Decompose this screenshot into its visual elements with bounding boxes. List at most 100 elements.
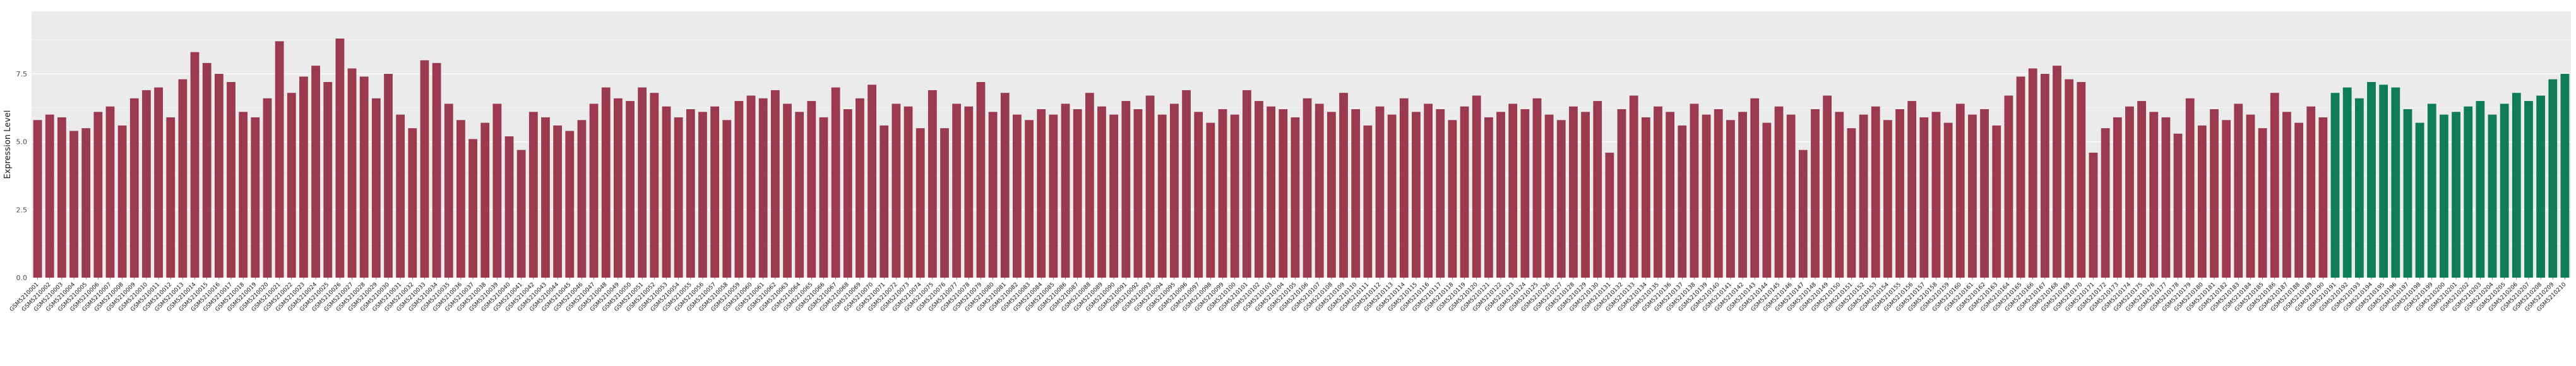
bar xyxy=(1738,112,1747,278)
bar xyxy=(2222,120,2231,278)
bar xyxy=(2270,93,2279,278)
bar xyxy=(2234,103,2243,278)
bar xyxy=(1315,103,1324,278)
bar xyxy=(166,117,176,278)
bar xyxy=(1641,117,1650,278)
bar xyxy=(528,112,538,278)
bar xyxy=(1206,122,1215,278)
bar xyxy=(880,125,889,278)
bar xyxy=(2536,95,2546,278)
bar xyxy=(1907,101,1917,278)
bar xyxy=(1871,106,1880,278)
bar xyxy=(2464,106,2473,278)
bar xyxy=(2560,74,2570,278)
bar xyxy=(2524,101,2533,278)
bar xyxy=(2149,112,2159,278)
bar xyxy=(1895,109,1904,278)
bar xyxy=(868,85,876,278)
bar xyxy=(432,62,441,278)
bar xyxy=(129,98,139,278)
bar xyxy=(1061,103,1070,278)
bar xyxy=(408,128,417,278)
bar xyxy=(1460,106,1469,278)
bar xyxy=(1279,109,1288,278)
bar xyxy=(758,98,768,278)
bar xyxy=(444,103,453,278)
bar xyxy=(492,103,502,278)
bar xyxy=(988,112,998,278)
bar xyxy=(2391,87,2400,278)
bar xyxy=(1339,93,1348,278)
bar xyxy=(1593,101,1602,278)
bar xyxy=(1387,114,1397,278)
bar xyxy=(819,117,828,278)
bar xyxy=(2403,109,2412,278)
bar xyxy=(1883,120,1892,278)
bar xyxy=(2028,68,2037,278)
bar xyxy=(927,90,937,278)
bar xyxy=(190,52,200,278)
y-axis-title: Expression Level xyxy=(3,110,13,179)
bar xyxy=(1943,122,1953,278)
bar xyxy=(1714,109,1723,278)
bar xyxy=(795,112,804,278)
bar xyxy=(1726,120,1735,278)
bar xyxy=(81,128,91,278)
bar xyxy=(33,120,42,278)
bar xyxy=(154,87,163,278)
bar xyxy=(638,87,647,278)
bar xyxy=(371,98,381,278)
bar xyxy=(614,98,623,278)
bar xyxy=(686,109,695,278)
bar xyxy=(1520,109,1530,278)
bar xyxy=(1835,112,1844,278)
y-tick-label: 0.0 xyxy=(16,274,28,282)
bar xyxy=(2089,152,2098,278)
bar xyxy=(57,117,66,278)
bar xyxy=(746,95,756,278)
bar xyxy=(359,76,369,278)
bar xyxy=(227,81,236,278)
bar xyxy=(2512,93,2521,278)
plot-panel xyxy=(32,11,2571,278)
bar xyxy=(541,117,550,278)
bar xyxy=(2330,93,2340,278)
bar xyxy=(2342,87,2352,278)
bar xyxy=(2488,114,2497,278)
bar xyxy=(1811,109,1820,278)
bar xyxy=(1569,106,1578,278)
bar xyxy=(1097,106,1106,278)
bar xyxy=(263,98,272,278)
bar xyxy=(456,120,465,278)
bar xyxy=(1762,122,1772,278)
bar xyxy=(2548,79,2558,278)
bar xyxy=(1327,112,1336,278)
bar xyxy=(2185,98,2195,278)
bar xyxy=(1049,114,1058,278)
y-tick-label: 2.5 xyxy=(16,206,28,214)
bar xyxy=(1157,114,1167,278)
bar xyxy=(1847,128,1856,278)
bar xyxy=(1037,109,1046,278)
bar xyxy=(1859,114,1868,278)
bar xyxy=(117,125,127,278)
bar xyxy=(1605,152,1614,278)
bar xyxy=(553,125,563,278)
y-tick-label: 5.0 xyxy=(16,138,28,146)
bar xyxy=(856,98,864,278)
bar xyxy=(69,131,78,278)
bar xyxy=(903,106,913,278)
bar xyxy=(516,150,526,278)
bar xyxy=(1242,90,1251,278)
bar xyxy=(1968,114,1977,278)
bar xyxy=(2040,74,2049,278)
y-tick-label: 7.5 xyxy=(16,70,28,78)
bar xyxy=(251,117,260,278)
bar xyxy=(783,103,792,278)
bar xyxy=(2367,81,2376,278)
bar xyxy=(2415,122,2424,278)
bar xyxy=(1617,109,1626,278)
bar xyxy=(2101,128,2110,278)
bar xyxy=(1073,109,1082,278)
